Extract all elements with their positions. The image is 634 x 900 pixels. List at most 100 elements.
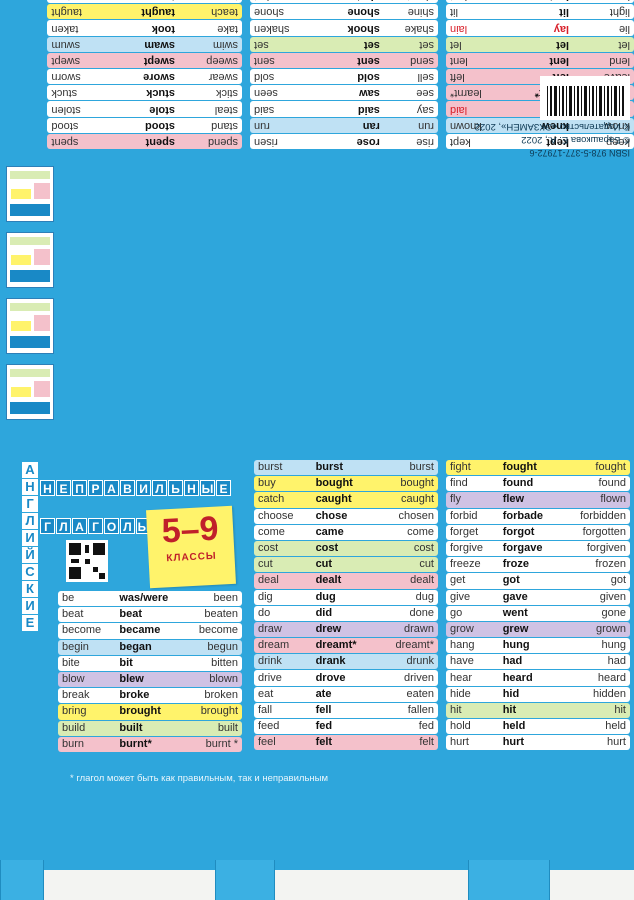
verb-row: be was/were been: [58, 591, 242, 607]
verb-past-simple: did: [311, 605, 377, 621]
verb-infinitive: build: [58, 720, 116, 736]
verb-past-participle: shaken: [250, 20, 313, 36]
copyright-author: © Барашкова Е. А., 2022: [521, 134, 630, 145]
verb-past-participle: grown: [560, 621, 630, 638]
verb-infinitive: say: [383, 101, 438, 117]
verb-past-simple: beat: [115, 607, 185, 623]
verb-infinitive: spend: [178, 133, 242, 149]
verb-infinitive: draw: [254, 621, 312, 638]
verb-past-participle: fallen: [376, 702, 438, 718]
verb-past-participle: fought: [560, 460, 630, 476]
verb-row: buy bought bought: [254, 476, 438, 492]
verb-past-simple: dealt: [311, 573, 377, 589]
verb-table-b-f: burst burst burst buy bought bought catch caugh…: [254, 459, 438, 751]
title-letter: Е: [22, 615, 38, 631]
verb-past-simple: burst: [311, 460, 377, 476]
verb-row: freeze froze frozen: [446, 557, 630, 573]
verb-past-participle: lit: [446, 4, 508, 20]
verb-past-participle: hit: [560, 702, 630, 718]
verb-infinitive: rise: [383, 133, 438, 149]
verb-infinitive: cost: [254, 540, 312, 557]
verb-past-simple: dreamt*: [311, 638, 377, 654]
verb-past-participle: stuck: [47, 85, 111, 101]
verb-past-participle: shot: [250, 0, 313, 4]
verb-row: set set set: [250, 36, 438, 52]
verb-past-participle: kept: [446, 133, 508, 149]
verb-past-participle: swum: [47, 36, 111, 52]
verb-row: burst burst burst: [254, 460, 438, 476]
verb-past-participle: felt: [376, 735, 438, 751]
verb-infinitive: shine: [383, 4, 438, 20]
verb-row: fall fell fallen: [254, 702, 438, 718]
verb-past-participle: laid: [446, 101, 508, 117]
verb-infinitive: have: [446, 654, 499, 670]
verb-past-participle: risen: [250, 133, 313, 149]
verb-past-simple: said: [313, 101, 384, 117]
verb-past-simple: cost: [311, 540, 377, 557]
verb-infinitive: buy: [254, 476, 312, 492]
title-letter: Й: [22, 547, 38, 563]
verb-infinitive: bring: [58, 704, 116, 720]
verb-past-participle: become: [184, 623, 242, 639]
verb-row: forgive forgave forgiven: [446, 540, 630, 557]
verb-past-participle: broken: [184, 688, 242, 704]
verb-row: feed fed fed: [254, 719, 438, 735]
verb-past-simple: fought: [498, 460, 561, 476]
verb-infinitive: hold: [446, 719, 499, 735]
verb-infinitive: fall: [254, 702, 312, 718]
verb-row: break broke broken: [58, 688, 242, 704]
title-letter: Н: [184, 480, 199, 496]
verb-past-participle: bitten: [184, 655, 242, 671]
verb-row: spend spent spent: [47, 133, 242, 149]
isbn-text: ISBN 978-5-377-17972-6: [529, 148, 630, 158]
verb-past-simple: lay: [507, 20, 574, 36]
verb-row: loselostlost: [446, 0, 634, 4]
verb-past-simple: fed: [311, 719, 377, 735]
verb-row: swim swam swum: [47, 36, 242, 52]
copyright-publisher: © Издательство «ЭКЗАМЕН», 2022: [474, 121, 630, 132]
verb-infinitive: send: [383, 52, 438, 69]
verb-row: dig dug dug: [254, 589, 438, 605]
verb-past-simple: became: [115, 623, 185, 639]
verb-infinitive: let: [573, 36, 634, 52]
verb-infinitive: hurt: [446, 735, 499, 751]
verb-row: hit hit hit: [446, 702, 630, 718]
verb-past-simple: lost: [507, 0, 574, 4]
verb-past-participle: spent: [47, 133, 111, 149]
verb-row: send sent sent: [250, 52, 438, 69]
verb-infinitive: stick: [178, 85, 242, 101]
verb-past-participle: cost: [376, 540, 438, 557]
book-thumbnails: [6, 155, 54, 420]
verb-past-simple: forbade: [498, 508, 561, 524]
verb-past-simple: went: [498, 605, 561, 621]
verb-past-participle: said: [250, 101, 313, 117]
verb-infinitive: forbid: [446, 508, 499, 524]
verb-past-participle: seen: [250, 85, 313, 101]
verb-past-participle: drawn: [376, 621, 438, 638]
verb-past-participle: caught: [376, 492, 438, 508]
verb-past-participle: frozen: [560, 557, 630, 573]
verb-infinitive: hear: [446, 670, 499, 686]
verb-past-participle: lain: [446, 20, 508, 36]
verb-row: hurt hurt hurt: [446, 735, 630, 751]
verb-past-simple: ate: [311, 686, 377, 702]
verb-row: light lit lit: [446, 4, 634, 20]
verb-past-simple: sent: [313, 52, 384, 69]
verb-past-participle: hurt: [560, 735, 630, 751]
verb-past-participle: lost: [446, 0, 508, 4]
verb-infinitive: dream: [254, 638, 312, 654]
verb-infinitive: steal: [178, 101, 242, 117]
verb-past-simple: flew: [498, 492, 561, 508]
verb-past-participle: hidden: [560, 686, 630, 702]
title-letter: И: [22, 530, 38, 546]
verb-row: go went gone: [446, 605, 630, 621]
verb-infinitive: get: [446, 573, 499, 589]
verb-row: burn burnt* burnt *: [58, 736, 242, 752]
verb-past-participle: forgiven: [560, 540, 630, 557]
verb-row: bring brought brought: [58, 704, 242, 720]
verb-past-simple: swore: [110, 69, 179, 85]
verb-infinitive: deal: [254, 573, 312, 589]
verb-infinitive: begin: [58, 639, 116, 655]
verb-past-simple: sold: [313, 69, 384, 85]
